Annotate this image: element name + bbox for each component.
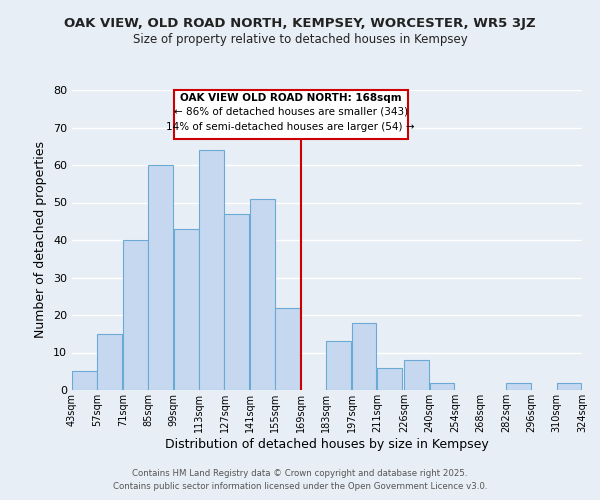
Text: Size of property relative to detached houses in Kempsey: Size of property relative to detached ho… xyxy=(133,32,467,46)
Text: Contains public sector information licensed under the Open Government Licence v3: Contains public sector information licen… xyxy=(113,482,487,491)
Bar xyxy=(173,229,199,390)
Bar xyxy=(123,240,148,390)
Text: Contains HM Land Registry data © Crown copyright and database right 2025.: Contains HM Land Registry data © Crown c… xyxy=(132,468,468,477)
Bar xyxy=(72,371,97,390)
Bar xyxy=(199,150,224,390)
FancyBboxPatch shape xyxy=(173,90,408,138)
X-axis label: Distribution of detached houses by size in Kempsey: Distribution of detached houses by size … xyxy=(165,438,489,450)
Bar xyxy=(430,382,454,390)
Text: ← 86% of detached houses are smaller (343): ← 86% of detached houses are smaller (34… xyxy=(173,107,408,117)
Bar xyxy=(224,214,250,390)
Bar xyxy=(250,198,275,390)
Text: OAK VIEW OLD ROAD NORTH: 168sqm: OAK VIEW OLD ROAD NORTH: 168sqm xyxy=(180,93,401,103)
Text: OAK VIEW, OLD ROAD NORTH, KEMPSEY, WORCESTER, WR5 3JZ: OAK VIEW, OLD ROAD NORTH, KEMPSEY, WORCE… xyxy=(64,18,536,30)
Y-axis label: Number of detached properties: Number of detached properties xyxy=(34,142,47,338)
Bar xyxy=(352,322,376,390)
Bar xyxy=(377,368,402,390)
Bar xyxy=(275,308,300,390)
Bar xyxy=(506,382,530,390)
Bar xyxy=(326,341,351,390)
Bar xyxy=(148,165,173,390)
Bar xyxy=(557,382,581,390)
Bar xyxy=(404,360,429,390)
Bar xyxy=(97,334,122,390)
Text: 14% of semi-detached houses are larger (54) →: 14% of semi-detached houses are larger (… xyxy=(166,122,415,132)
